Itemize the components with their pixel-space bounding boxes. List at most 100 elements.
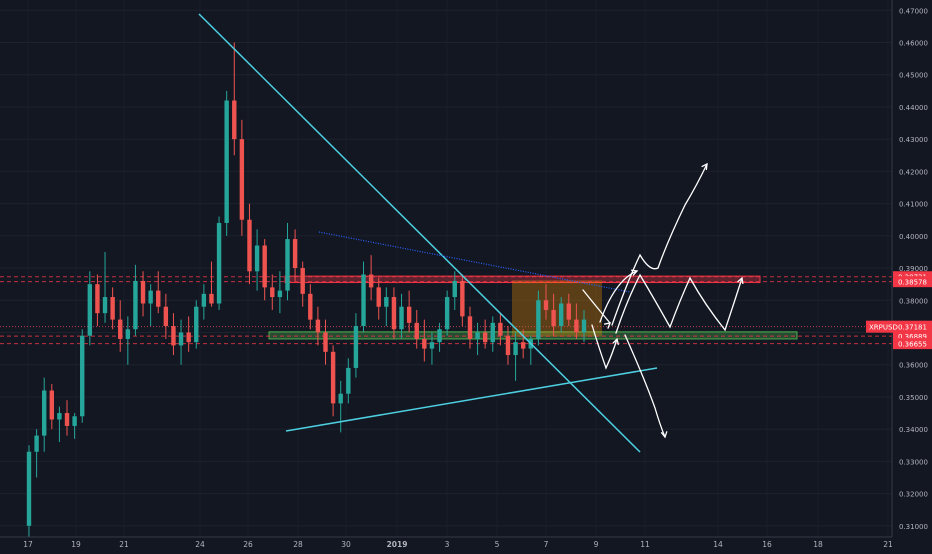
- candle-body: [34, 435, 39, 452]
- candle-body: [140, 280, 146, 304]
- arrow-head: [737, 276, 744, 285]
- candle-body: [80, 335, 85, 417]
- candle-body: [224, 100, 229, 223]
- trend-lines: [198, 13, 658, 453]
- time-axis-bg[interactable]: [0, 537, 932, 550]
- y-tick-label: 0.33000: [899, 458, 928, 466]
- candle-body: [186, 332, 191, 343]
- candle-body: [239, 139, 245, 220]
- ascending-trend-line: [285, 367, 658, 432]
- candle-body: [308, 293, 313, 320]
- candle-body: [368, 274, 374, 288]
- current-symbol-label: XRPUSD: [869, 324, 898, 332]
- y-tick-label: 0.36000: [899, 362, 928, 370]
- candle-body: [216, 222, 222, 304]
- candle-body: [330, 351, 336, 404]
- candle-body: [171, 326, 176, 346]
- candle-body: [163, 306, 169, 327]
- candle-body: [209, 293, 214, 304]
- candle-body: [498, 322, 503, 336]
- arrow-path: [582, 289, 611, 324]
- candle-body: [543, 300, 549, 310]
- candle-body: [384, 297, 389, 307]
- x-tick-label: 21: [883, 540, 893, 549]
- candle-body: [72, 416, 77, 426]
- candle-body: [300, 268, 305, 294]
- time-axis: 17 19 21 24 26 28 30 2019 3 5 7 9 11 14 16 18 21: [23, 540, 893, 549]
- candle-body: [118, 319, 123, 339]
- resistance-zone: [284, 275, 761, 284]
- x-tick-label: 26: [243, 540, 253, 549]
- candle-body: [262, 245, 267, 288]
- candle-body: [315, 319, 321, 333]
- y-tick-label: 0.39000: [899, 265, 928, 273]
- candle-body: [414, 322, 419, 339]
- grid: [0, 9, 892, 527]
- price-level-box: [893, 330, 932, 342]
- candle-body: [201, 293, 207, 307]
- candle-body: [64, 413, 70, 426]
- candle-body: [178, 332, 184, 346]
- x-tick-label: 2019: [387, 540, 408, 549]
- y-tick-label: 0.31000: [899, 523, 928, 531]
- candle-body: [353, 326, 359, 368]
- candle-body: [285, 239, 290, 291]
- arrow-path: [591, 324, 618, 370]
- blue-resistance-line: [318, 231, 631, 293]
- price-level-label: 0.36655: [898, 341, 927, 349]
- price-level-box: [893, 276, 932, 288]
- candle-body: [566, 303, 571, 320]
- descending-trend-line: [198, 13, 641, 453]
- zones: [0, 275, 892, 345]
- arrow-path: [599, 270, 638, 323]
- arrow-head: [701, 162, 708, 171]
- x-tick-label: 19: [71, 540, 81, 549]
- candle-body: [125, 329, 131, 339]
- y-tick-label: 0.46000: [899, 40, 928, 48]
- x-tick-label: 21: [119, 540, 129, 549]
- candle-body: [323, 332, 328, 352]
- x-tick-label: 24: [195, 540, 205, 549]
- arrow-head: [603, 322, 612, 329]
- current-price-box: [866, 320, 932, 333]
- candle-body: [460, 280, 465, 317]
- candles: [26, 42, 587, 539]
- y-tick-label: 0.34000: [899, 426, 928, 434]
- candle-body: [574, 319, 579, 333]
- arrow-path: [615, 273, 743, 334]
- candle-body: [232, 100, 237, 140]
- price-labels: 0.387310.38578XRPUSD0.3718102:39:300.368…: [866, 271, 932, 350]
- candle-body: [102, 297, 108, 314]
- x-tick-label: 11: [640, 540, 650, 549]
- candle-body: [551, 309, 556, 327]
- candle-body: [277, 290, 283, 298]
- candle-body: [133, 280, 138, 330]
- price-axis-bg[interactable]: [892, 0, 932, 537]
- candle-body: [156, 290, 161, 307]
- candle-body: [57, 413, 62, 420]
- candle-body: [513, 342, 518, 356]
- candle-body: [490, 322, 495, 343]
- candle-body: [292, 239, 298, 269]
- candle-body: [581, 319, 587, 333]
- candle-body: [42, 390, 47, 436]
- x-tick-label: 30: [341, 540, 351, 549]
- candle-body: [95, 284, 100, 314]
- y-tick-label: 0.44000: [899, 104, 928, 112]
- candle-body: [87, 284, 93, 336]
- price-level-label: 0.38578: [898, 279, 927, 287]
- candle-body: [270, 287, 275, 298]
- candle-body: [437, 329, 442, 343]
- y-tick-label: 0.42000: [899, 168, 928, 176]
- candle-body: [505, 335, 511, 356]
- support-zone: [268, 331, 798, 340]
- candle-body: [444, 297, 450, 330]
- current-price-label: 0.37181: [898, 324, 927, 332]
- y-tick-label: 0.32000: [899, 491, 928, 499]
- candle-body: [429, 342, 435, 349]
- candle-body: [254, 245, 260, 272]
- arrow-path: [611, 163, 708, 326]
- price-level-box: [893, 338, 932, 350]
